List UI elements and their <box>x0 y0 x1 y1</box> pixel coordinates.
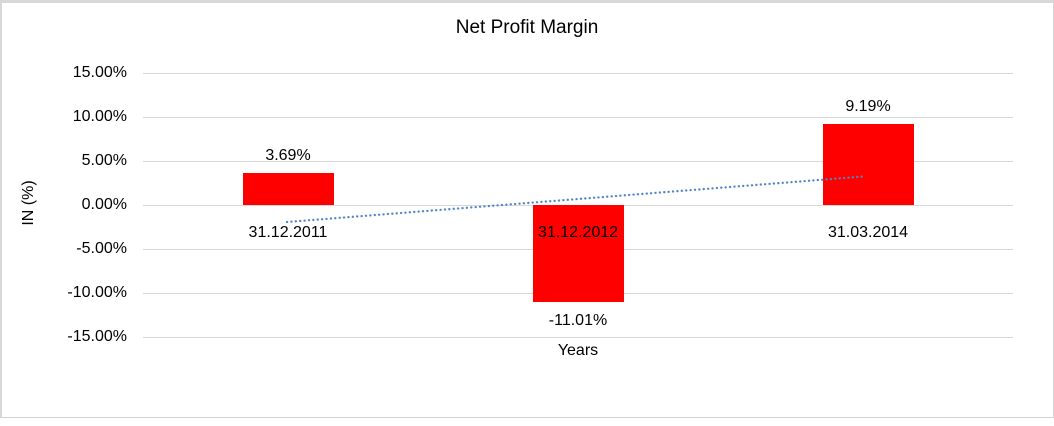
y-axis-tick-label: 0.00% <box>81 196 127 213</box>
gridline <box>143 117 1013 118</box>
y-axis-tick-label: -10.00% <box>67 284 127 301</box>
bar-31.12.2012 <box>532 205 624 302</box>
y-axis-tick-label: -5.00% <box>76 240 127 257</box>
category-label: 31.12.2011 <box>248 224 328 241</box>
y-axis-tick-label: -15.00% <box>67 328 127 345</box>
data-label: 9.19% <box>845 98 891 116</box>
y-axis-tick-label: 10.00% <box>72 108 127 125</box>
y-axis-tick-label: 5.00% <box>81 152 127 169</box>
gridline <box>143 337 1013 338</box>
bar-31.12.2011 <box>242 172 334 205</box>
y-axis-title: IN (%) <box>20 180 37 226</box>
y-axis-tick-label: 15.00% <box>72 64 127 81</box>
gridline <box>143 161 1013 162</box>
data-label: -11.01% <box>548 311 608 329</box>
data-label: 3.69% <box>265 146 311 164</box>
x-axis-title: Years <box>557 342 599 359</box>
chart-title: Net Profit Margin <box>455 17 599 38</box>
category-label: 31.12.2012 <box>537 224 619 241</box>
bar-31.03.2014 <box>822 124 914 205</box>
category-label: 31.03.2014 <box>827 224 909 241</box>
gridline <box>143 73 1013 74</box>
